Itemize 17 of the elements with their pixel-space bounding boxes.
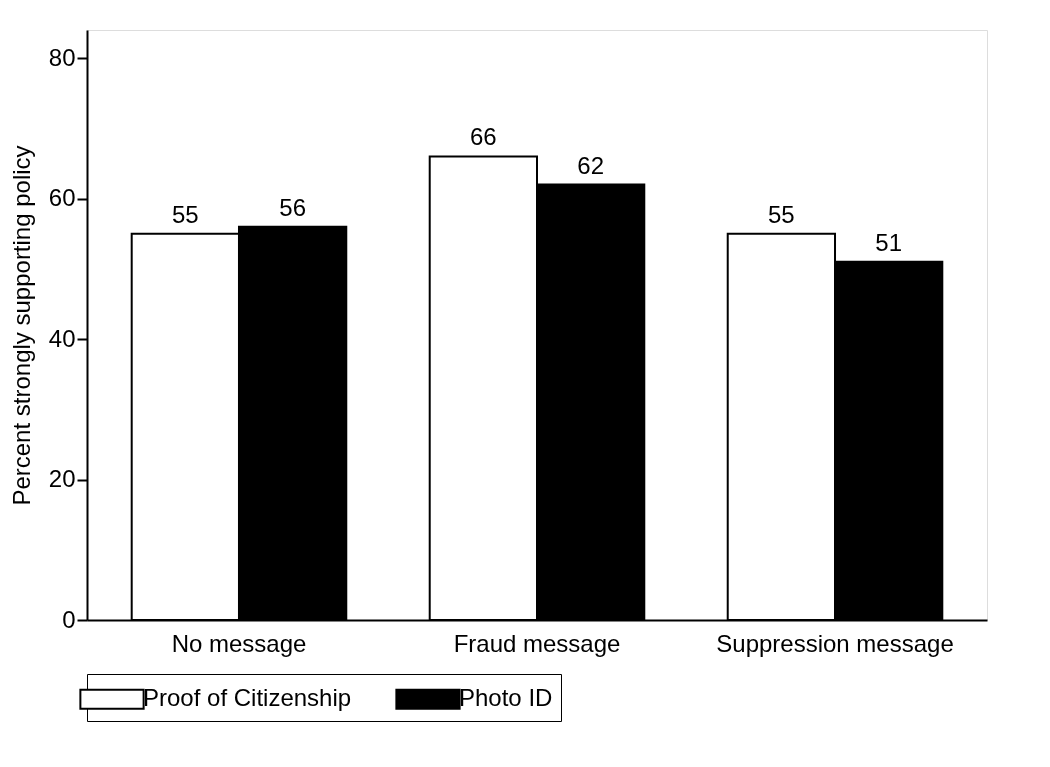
y-tick-label: 0 xyxy=(62,605,76,633)
legend-label: Photo ID xyxy=(459,684,553,712)
data-label: 66 xyxy=(470,123,497,151)
x-tick-label: Suppression message xyxy=(716,629,954,657)
legend-label: Proof of Citizenship xyxy=(143,684,352,712)
data-label: 62 xyxy=(577,151,604,179)
data-label: 51 xyxy=(875,228,903,256)
y-axis-title: Percent strongly supporting policy xyxy=(7,145,35,506)
y-tick-label: 40 xyxy=(48,324,76,352)
y-tick-label: 60 xyxy=(48,184,76,212)
x-tick-label: No message xyxy=(171,629,307,657)
data-label: 55 xyxy=(768,200,795,228)
data-label: 55 xyxy=(171,200,199,228)
y-tick-label: 80 xyxy=(48,43,76,71)
x-tick-label: Fraud message xyxy=(453,629,621,657)
y-tick-label: 20 xyxy=(48,465,76,493)
data-label: 56 xyxy=(279,193,306,221)
